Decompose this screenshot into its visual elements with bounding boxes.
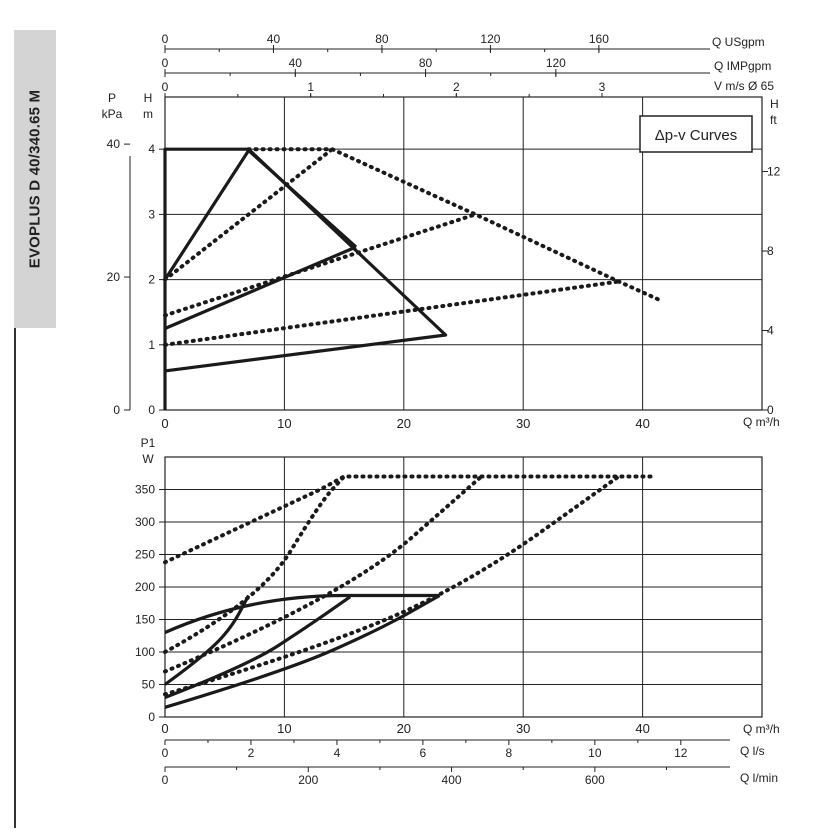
pressure-tick-label: 20 (107, 270, 121, 284)
legend-label: Δp-v Curves (655, 127, 738, 144)
bottom-x-tick-label: 20 (397, 721, 411, 736)
bottom-curve-dotted (163, 474, 621, 697)
ls-tick-label: 4 (334, 746, 341, 760)
velocity-axis-label: V m/s Ø 65 (714, 79, 774, 93)
bottom-x-tick-label: 10 (277, 721, 291, 736)
top-series (163, 147, 663, 410)
usgpm-tick-label: 40 (267, 32, 281, 46)
power-tick-label: 350 (135, 483, 155, 497)
ls-tick-label: 2 (248, 746, 255, 760)
top-x-tick-label: 30 (516, 416, 530, 431)
bottom-grid (159, 457, 762, 718)
usgpm-tick-label: 120 (480, 32, 500, 46)
pressure-axis-title-line2: kPa (102, 107, 123, 121)
head-tick-label: 1 (148, 338, 155, 352)
top-axis-ticks: 0 40 80 120 160 0 40 80 120 0 1 2 3 (162, 32, 609, 97)
ft-tick-label: 0 (767, 403, 774, 417)
usgpm-axis-label: Q USgpm (712, 35, 765, 49)
head-tick-label: 3 (148, 207, 155, 221)
power-tick-label: 0 (148, 710, 155, 724)
power-axis-title-line1: P1 (141, 436, 156, 450)
top-curve-dotted (163, 212, 478, 318)
lmin-axis-label: Q l/min (740, 771, 778, 785)
power-tick-label: 50 (142, 678, 156, 692)
head-axis-title-line2: m (143, 107, 153, 121)
top-x-tick-label: 20 (397, 416, 411, 431)
lmin-tick-label: 200 (298, 773, 318, 787)
ls-tick-label: 12 (674, 746, 688, 760)
bottom-x-tick-label: 0 (161, 721, 168, 736)
usgpm-tick-label: 80 (375, 32, 389, 46)
ls-tick-label: 6 (420, 746, 427, 760)
power-tick-label: 200 (135, 580, 155, 594)
bottom-chart: P1 W Q m³/h Q l/s Q l/min 0 10 20 30 4005010… (135, 436, 780, 787)
ls-tick-label: 10 (588, 746, 602, 760)
bottom-curve-solid (164, 594, 441, 709)
impgpm-axis-label: Q IMPgpm (714, 59, 771, 73)
legend-box (639, 115, 753, 153)
lmin-tick-label: 600 (585, 773, 605, 787)
ls-tick-label: 8 (506, 746, 513, 760)
velocity-tick-label: 3 (599, 80, 606, 94)
head-tick-label: 4 (148, 142, 155, 156)
lmin-tick-label: 0 (162, 773, 169, 787)
top-grid (124, 97, 768, 411)
bottom-curve-solid (164, 593, 440, 634)
bottom-curve-solid (164, 594, 251, 686)
top-x-tick-label: 40 (635, 416, 649, 431)
pressure-tick-label: 40 (107, 137, 121, 151)
ft-axis-title-line2: ft (770, 113, 777, 127)
top-x-tick-label: 10 (277, 416, 291, 431)
ls-tick-label: 0 (162, 746, 169, 760)
top-curve-dotted (246, 147, 663, 303)
power-axis-title-line2: W (142, 452, 154, 466)
velocity-tick-label: 1 (307, 80, 314, 94)
power-tick-label: 300 (135, 515, 155, 529)
ft-tick-label: 4 (767, 324, 774, 338)
top-curve-dotted (163, 279, 621, 347)
top-curve-dotted (163, 147, 335, 282)
head-tick-label: 2 (148, 273, 155, 287)
power-tick-label: 250 (135, 548, 155, 562)
bottom-plot-frame (164, 456, 763, 718)
bottom-x-axis-label: Q m³/h (743, 722, 780, 736)
usgpm-tick-label: 160 (589, 32, 609, 46)
pressure-axis-title-line1: P (108, 91, 116, 105)
pressure-tick-label: 0 (113, 403, 120, 417)
top-curve-solid (164, 245, 357, 330)
ft-tick-label: 8 (767, 244, 774, 258)
bottom-curve-solid (164, 595, 352, 699)
bottom-curve-dotted (163, 474, 657, 565)
usgpm-tick-label: 0 (162, 32, 169, 46)
bottom-x-tick-label: 40 (635, 721, 649, 736)
lmin-tick-label: 400 (442, 773, 462, 787)
head-axis-title-line1: H (144, 91, 153, 105)
top-x-axis-label: Q m³/h (743, 415, 780, 429)
impgpm-tick-label: 120 (546, 56, 566, 70)
head-tick-label: 0 (148, 403, 155, 417)
bottom-curve-dotted (163, 474, 347, 654)
impgpm-tick-label: 80 (419, 56, 433, 70)
power-tick-label: 150 (135, 613, 155, 627)
ft-tick-label: 12 (767, 165, 781, 179)
top-x-tick-label: 0 (161, 416, 168, 431)
ls-axis-label: Q l/s (740, 744, 765, 758)
velocity-tick-label: 0 (162, 80, 169, 94)
ft-axis-title-line1: H (770, 97, 779, 111)
side-rule (14, 328, 16, 828)
power-tick-label: 100 (135, 645, 155, 659)
bottom-curve-dotted (163, 474, 484, 674)
impgpm-tick-label: 40 (289, 56, 303, 70)
bottom-x-tick-label: 30 (516, 721, 530, 736)
bottom-series (163, 474, 657, 709)
velocity-tick-label: 2 (453, 80, 460, 94)
side-tab (14, 30, 56, 328)
impgpm-tick-label: 0 (162, 56, 169, 70)
